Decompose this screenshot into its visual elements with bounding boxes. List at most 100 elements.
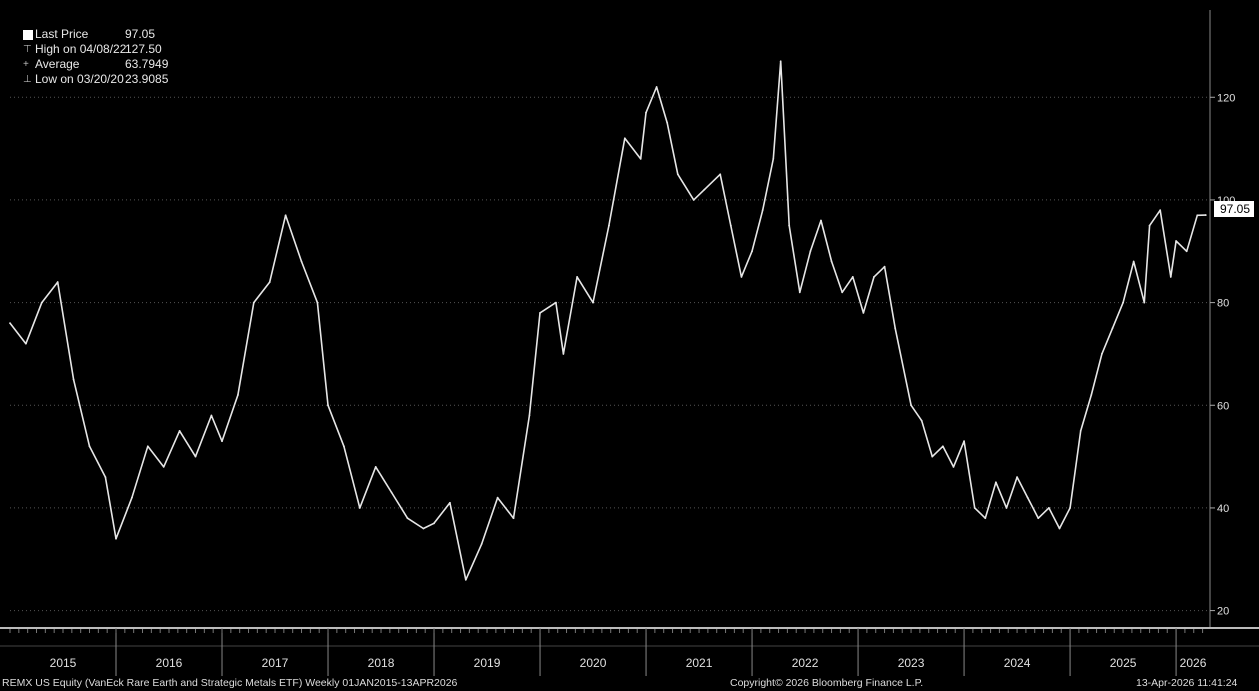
data-point	[841, 291, 844, 294]
data-point	[820, 219, 822, 222]
data-point	[862, 311, 865, 314]
data-point	[1175, 240, 1177, 242]
data-point	[146, 445, 149, 448]
footer-security-description: REMX US Equity (VanEck Rare Earth and St…	[2, 677, 458, 689]
data-point	[1159, 209, 1162, 212]
data-point	[1132, 260, 1135, 263]
data-point	[772, 157, 775, 160]
data-point	[237, 394, 239, 396]
data-point	[268, 281, 271, 283]
y-tick-label: 20	[1217, 606, 1229, 618]
data-point	[496, 496, 499, 499]
last-price-swatch	[23, 29, 33, 40]
data-point	[449, 501, 451, 504]
data-point	[88, 445, 91, 448]
footer-timestamp: 13-Apr-2026 11:41:24	[1136, 677, 1238, 689]
data-point	[1026, 496, 1029, 499]
data-point	[639, 157, 642, 160]
data-point	[703, 188, 706, 191]
x-tick-label: 2025	[1110, 656, 1137, 670]
data-point	[984, 517, 987, 520]
grid-lines	[10, 96, 1210, 612]
data-point	[740, 276, 743, 278]
legend-average: + Average 63.7949	[23, 57, 168, 72]
data-point	[284, 214, 287, 217]
data-point	[608, 224, 610, 227]
data-point	[798, 291, 801, 294]
data-point	[751, 250, 753, 253]
x-tick-label: 2023	[898, 656, 925, 670]
x-tick-label: 2016	[156, 656, 183, 670]
data-point	[1185, 250, 1188, 253]
data-point	[1016, 476, 1018, 479]
data-point	[851, 276, 854, 278]
chart-legend: Last Price 97.05 ⊤ High on 04/08/22 127.…	[20, 26, 172, 88]
data-point	[343, 445, 345, 448]
data-point	[779, 60, 782, 63]
data-point	[72, 378, 75, 381]
legend-high: ⊤ High on 04/08/22 127.50	[23, 42, 168, 57]
data-point	[1005, 507, 1008, 509]
x-tick-label: 2026	[1180, 656, 1207, 670]
data-point	[1169, 276, 1172, 278]
data-point	[422, 527, 425, 530]
y-tick-label: 120	[1217, 92, 1235, 104]
data-point	[327, 404, 329, 407]
data-point	[528, 414, 531, 417]
data-point	[973, 507, 976, 509]
x-tick-label: 2021	[686, 656, 713, 670]
data-point	[788, 224, 791, 227]
data-point	[40, 301, 43, 304]
data-point	[910, 404, 912, 407]
data-point	[994, 481, 997, 484]
x-tick-label: 2022	[792, 656, 819, 670]
data-point	[555, 301, 557, 304]
data-point	[1090, 394, 1093, 396]
data-point	[952, 465, 955, 468]
y-tick-label: 40	[1217, 503, 1229, 515]
data-point	[941, 445, 944, 448]
data-point	[1111, 327, 1114, 330]
data-point	[464, 578, 467, 581]
data-point	[131, 496, 133, 499]
x-tick-label: 2020	[580, 656, 607, 670]
data-point	[433, 522, 435, 525]
data-point	[406, 517, 409, 520]
data-point	[358, 507, 361, 509]
legend-high-value: 127.50	[125, 42, 162, 56]
data-point	[1148, 224, 1151, 227]
data-point	[1047, 507, 1050, 509]
data-point	[873, 276, 875, 278]
data-point	[1079, 430, 1082, 432]
legend-high-label: High on 04/08/22	[35, 42, 127, 56]
data-point	[1122, 301, 1124, 304]
data-point	[1196, 214, 1199, 217]
data-point	[9, 322, 11, 325]
average-marker-icon: +	[23, 59, 29, 70]
x-tick-label: 2017	[262, 656, 289, 670]
data-point	[178, 430, 181, 432]
last-price-tag: 97.05	[1214, 201, 1255, 217]
data-point	[676, 173, 679, 176]
data-point	[115, 537, 117, 540]
legend-low-value: 23.9085	[125, 72, 169, 86]
data-point	[562, 353, 565, 355]
data-point	[1100, 353, 1103, 355]
y-tick-label: 80	[1217, 298, 1229, 310]
data-point	[162, 465, 165, 468]
x-axis: 2015 2016 2017 2018 2019 2020 2021 2022 2023 2024…	[0, 627, 1259, 676]
data-point	[56, 281, 59, 283]
data-point	[539, 311, 541, 314]
data-point	[761, 209, 764, 212]
x-tick-label: 2015	[50, 656, 77, 670]
data-point	[666, 122, 669, 124]
legend-last-price: Last Price 97.05	[23, 27, 168, 42]
high-marker-icon: ⊤	[23, 44, 32, 55]
data-point	[1058, 527, 1061, 530]
data-point	[25, 342, 27, 345]
data-point	[374, 465, 377, 468]
price-points	[9, 60, 1207, 581]
data-point	[729, 224, 732, 227]
data-point	[920, 419, 923, 422]
